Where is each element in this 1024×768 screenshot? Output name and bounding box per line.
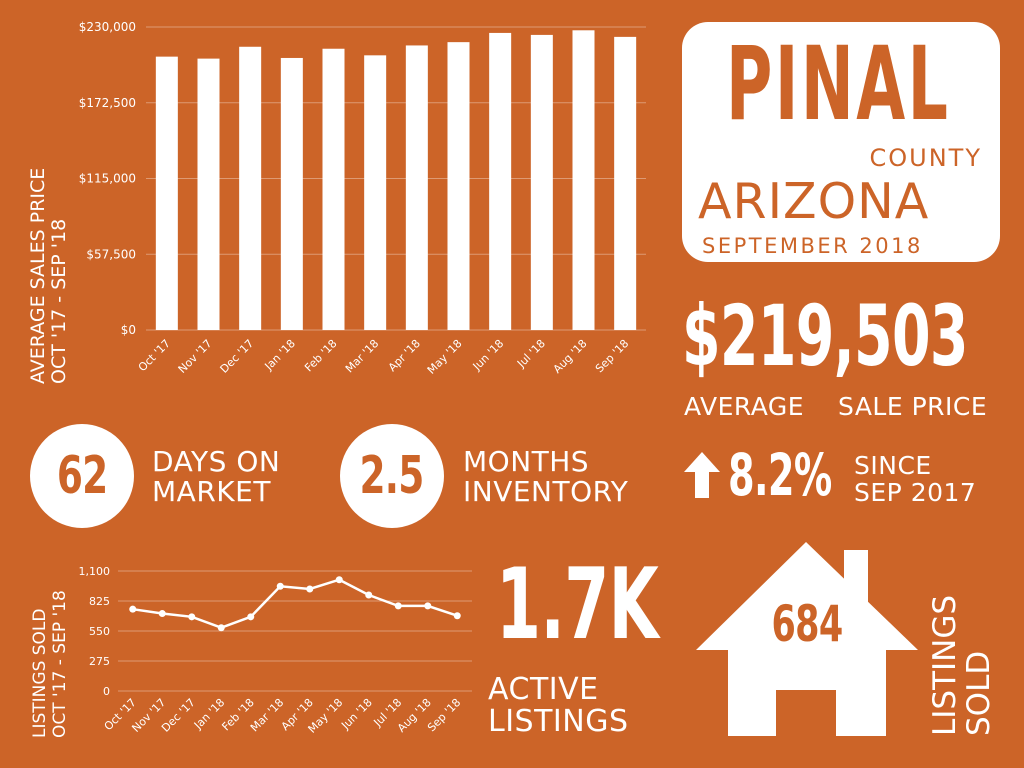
period-label: SEPTEMBER 2018 (702, 234, 923, 258)
dom-circle: 62 (30, 424, 134, 528)
dom-label-line2: MARKET (152, 475, 271, 508)
active-value: 1.7K (496, 548, 659, 662)
line-point (424, 602, 432, 610)
bar-xtick-label: Nov '17 (176, 337, 215, 376)
bar-xtick-label: Feb '18 (302, 337, 339, 374)
bar (572, 30, 595, 330)
sold-value: 684 (771, 595, 844, 653)
bar-ytick-label: $0 (121, 323, 136, 337)
line-ytick-label: 550 (89, 625, 110, 638)
line-point (158, 610, 166, 618)
avg-price-label-b: SALE PRICE (838, 392, 988, 421)
line-point (335, 576, 343, 584)
line-point (129, 605, 137, 613)
bar (197, 58, 220, 330)
active-label-line2: LISTINGS (488, 704, 629, 739)
bar (614, 36, 637, 331)
inventory-value: 2.5 (359, 446, 425, 506)
line-ylabel-line2: OCT '17 - SEP '18 (50, 590, 70, 738)
line-ytick-label: 825 (89, 595, 110, 608)
dom-value: 62 (56, 446, 108, 506)
dom-label-line1: DAYS ON (152, 445, 281, 478)
line-xtick-label: Sep '18 (425, 696, 463, 734)
change-value: 8.2% (728, 441, 832, 509)
bar-xtick-label: May '18 (425, 337, 465, 377)
inventory-label-line1: MONTHS (463, 445, 590, 478)
line-point (306, 585, 314, 593)
bar-ylabel-line1: AVERAGE SALES PRICE (27, 167, 49, 384)
line-point (247, 613, 255, 621)
line-series (132, 578, 458, 630)
line-point (453, 612, 461, 620)
bar-chart: $0 $57,500 $115,000 $172,500 $230,000 Oct '1… (79, 20, 646, 377)
avg-price-value: $219,503 (682, 287, 968, 385)
arrow-up-icon (684, 452, 720, 498)
line-ytick-label: 275 (89, 655, 110, 668)
state-name: ARIZONA (698, 173, 930, 230)
bar-xtick-label: Aug '18 (551, 337, 590, 376)
bar-xtick-label: Apr '18 (386, 337, 423, 374)
change-label-line1: SINCE (854, 451, 932, 480)
bar-xtick-label: Dec '17 (218, 337, 257, 376)
bar (489, 32, 512, 331)
change-label: SINCE SEP 2017 (854, 452, 976, 506)
bar-xtick-label: Jul '18 (514, 337, 548, 371)
bar-ytick-label: $57,500 (86, 247, 136, 261)
line-point (276, 582, 284, 590)
bar-ylabel-line2: OCT '17 - SEP '18 (48, 218, 70, 384)
sold-wrap: 684 (752, 594, 862, 654)
bar-xtick-label: Sep '18 (593, 337, 631, 375)
line-xtick-label: Jun '18 (338, 696, 375, 733)
line-ytick-label: 0 (103, 685, 110, 698)
bar (447, 42, 470, 331)
line-xtick-label: Mar '18 (248, 696, 286, 734)
title-card: PINAL COUNTY ARIZONA SEPTEMBER 2018 (682, 22, 1000, 262)
line-point (188, 613, 196, 621)
bar-chart-ylabel: AVERAGE SALES PRICE OCT '17 - SEP '18 (27, 167, 70, 384)
bar (364, 55, 387, 330)
bar-xtick-label: Oct '17 (136, 337, 173, 374)
active-label-line1: ACTIVE (488, 672, 599, 707)
bar (280, 57, 303, 331)
bar (155, 56, 178, 331)
house-icon (696, 542, 918, 736)
inventory-label: MONTHS INVENTORY (463, 447, 628, 507)
bar (322, 48, 345, 330)
sold-label-line2: SOLD (961, 650, 997, 736)
change-label-line2: SEP 2017 (854, 478, 977, 507)
bar-ytick-label: $172,500 (79, 96, 136, 110)
inventory-circle: 2.5 (340, 424, 444, 528)
county-word: COUNTY (869, 144, 982, 172)
bar-xtick-label: Jun '18 (470, 337, 507, 374)
inventory-label-line2: INVENTORY (463, 475, 629, 508)
bar (239, 46, 262, 331)
line-point (217, 624, 225, 632)
dom-label: DAYS ON MARKET (152, 447, 280, 507)
county-name: PINAL (726, 25, 951, 144)
county-name-wrap: PINAL (726, 30, 966, 140)
sold-label-line1: LISTINGS (927, 594, 963, 736)
avg-price-label-a: AVERAGE (684, 392, 805, 421)
bar-xtick-label: Mar '18 (343, 337, 381, 375)
bar-xtick-label: Jan '18 (262, 337, 298, 373)
active-label: ACTIVE LISTINGS (488, 674, 629, 738)
line-point (365, 591, 373, 599)
line-ylabel-line1: LISTINGS SOLD (30, 608, 50, 739)
bar-ytick-label: $115,000 (79, 172, 136, 186)
active-wrap: 1.7K (496, 550, 696, 660)
bar-ytick-label: $230,000 (79, 20, 136, 34)
line-point (394, 602, 402, 610)
bar (530, 34, 553, 330)
sold-label: LISTINGS SOLD (927, 594, 997, 736)
line-ytick-label: 1,100 (79, 565, 111, 578)
avg-price-wrap: $219,503 (682, 290, 1012, 382)
bar (405, 45, 428, 330)
line-chart-ylabel: LISTINGS SOLD OCT '17 - SEP '18 (30, 590, 70, 738)
change-wrap: 8.2% (728, 442, 838, 508)
